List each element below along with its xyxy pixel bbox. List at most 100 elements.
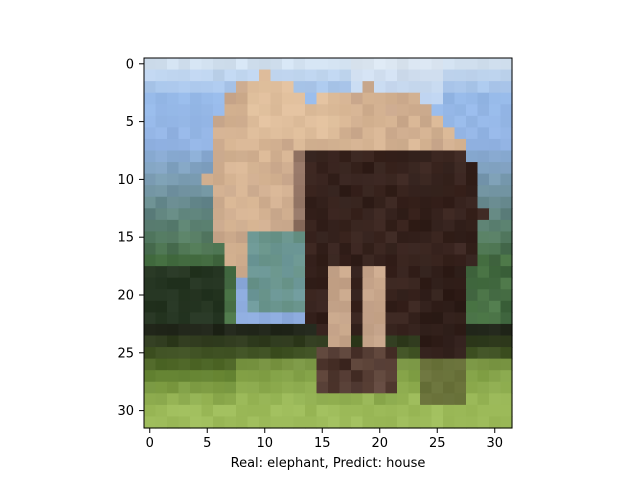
- image-pixel: [201, 104, 214, 117]
- image-pixel: [466, 312, 479, 325]
- image-pixel: [270, 81, 283, 94]
- image-pixel: [247, 254, 260, 267]
- image-pixel: [213, 115, 226, 128]
- image-pixel: [466, 347, 479, 360]
- image-pixel: [305, 150, 318, 163]
- image-pixel: [385, 277, 398, 290]
- image-pixel: [339, 266, 352, 279]
- image-pixel: [270, 335, 283, 348]
- image-pixel: [167, 254, 180, 267]
- image-pixel: [190, 404, 203, 418]
- image-pixel: [270, 254, 283, 267]
- image-pixel: [408, 358, 421, 371]
- image-pixel: [316, 243, 329, 256]
- image-pixel: [305, 277, 318, 290]
- image-pixel: [201, 185, 214, 198]
- image-pixel: [477, 173, 490, 186]
- image-pixel: [316, 254, 329, 267]
- image-pixel: [270, 393, 283, 406]
- image-pixel: [259, 185, 272, 198]
- image-pixel: [500, 115, 513, 128]
- image-pixel: [420, 347, 433, 360]
- image-pixel: [374, 219, 387, 233]
- image-pixel: [397, 219, 410, 233]
- image-pixel: [155, 231, 168, 244]
- image-pixel: [397, 254, 410, 267]
- image-pixel: [328, 150, 341, 163]
- image-pixel: [362, 185, 375, 198]
- image-pixel: [374, 404, 387, 418]
- image-pixel: [167, 69, 180, 82]
- image-pixel: [167, 92, 180, 105]
- image-pixel: [190, 243, 203, 256]
- image-pixel: [270, 162, 283, 175]
- image-pixel: [190, 289, 203, 302]
- image-pixel: [500, 312, 513, 325]
- image-pixel: [328, 381, 341, 394]
- image-pixel: [247, 243, 260, 256]
- image-pixel: [420, 381, 433, 394]
- image-pixel: [443, 266, 456, 279]
- image-pixel: [500, 81, 513, 94]
- image-pixel: [282, 266, 295, 279]
- image-pixel: [385, 312, 398, 325]
- image-pixel: [293, 138, 306, 152]
- image-pixel: [339, 127, 352, 140]
- image-pixel: [466, 115, 479, 128]
- image-pixel: [247, 277, 260, 290]
- image-pixel: [500, 127, 513, 140]
- image-pixel: [466, 196, 479, 209]
- image-pixel: [144, 138, 157, 152]
- image-pixel: [408, 185, 421, 198]
- image-pixel: [362, 289, 375, 302]
- image-pixel: [167, 370, 180, 383]
- image-pixel: [236, 300, 249, 313]
- image-pixel: [443, 115, 456, 128]
- image-pixel: [247, 58, 260, 71]
- image-pixel: [431, 381, 444, 394]
- image-pixel: [466, 231, 479, 244]
- image-pixel: [155, 208, 168, 221]
- image-pixel: [236, 208, 249, 221]
- image-pixel: [328, 208, 341, 221]
- image-pixel: [466, 127, 479, 140]
- x-tick: 20: [371, 428, 388, 451]
- image-pixel: [316, 231, 329, 244]
- image-pixel: [259, 300, 272, 313]
- image-pixel: [454, 219, 467, 233]
- image-pixel: [190, 335, 203, 348]
- image-pixel: [316, 104, 329, 117]
- image-pixel: [282, 404, 295, 418]
- image-pixel: [477, 335, 490, 348]
- image-pixel: [454, 58, 467, 71]
- image-pixel: [431, 277, 444, 290]
- image-pixel: [362, 323, 375, 337]
- image-pixel: [408, 115, 421, 128]
- image-pixel: [201, 162, 214, 175]
- image-pixel: [431, 254, 444, 267]
- image-pixel: [316, 277, 329, 290]
- image-pixel: [213, 416, 226, 429]
- image-pixel: [305, 335, 318, 348]
- image-pixel: [420, 393, 433, 406]
- image-pixel: [339, 104, 352, 117]
- image-pixel: [144, 289, 157, 302]
- image-pixel: [339, 208, 352, 221]
- image-pixel: [270, 347, 283, 360]
- image-pixel: [305, 104, 318, 117]
- image-pixel: [477, 208, 490, 221]
- image-pixel: [489, 277, 502, 290]
- image-pixel: [155, 138, 168, 152]
- image-pixel: [247, 104, 260, 117]
- image-pixel: [328, 185, 341, 198]
- image-pixel: [489, 266, 502, 279]
- image-pixel: [339, 277, 352, 290]
- image-pixel: [500, 173, 513, 186]
- image-pixel: [259, 358, 272, 371]
- image-pixel: [293, 277, 306, 290]
- image-pixel: [466, 277, 479, 290]
- image-pixel: [167, 347, 180, 360]
- image-pixel: [339, 347, 352, 360]
- image-pixel: [500, 231, 513, 244]
- image-pixel: [293, 196, 306, 209]
